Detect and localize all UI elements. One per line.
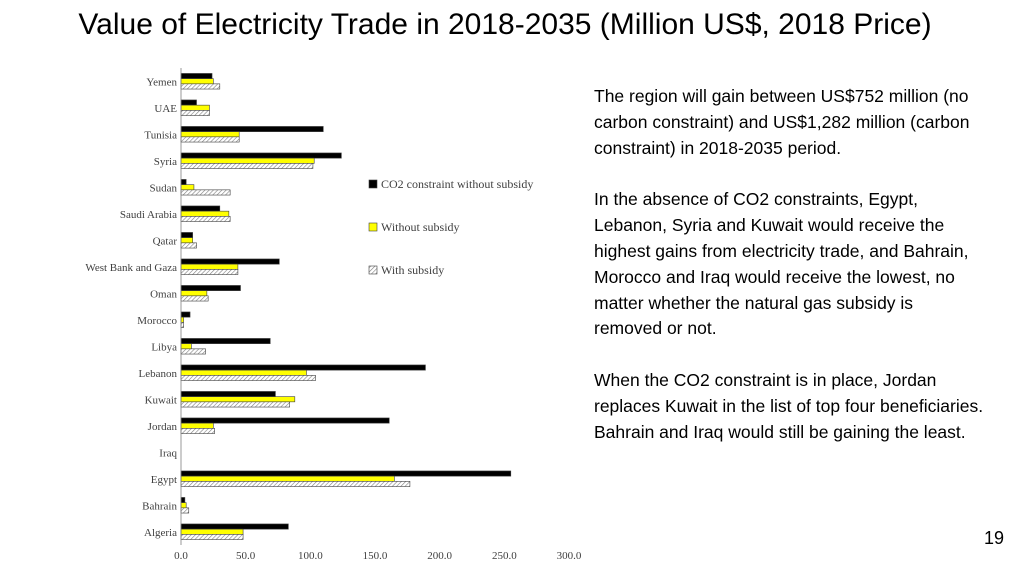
- bar-west-bank-and-gaza-series-1: [180, 258, 280, 265]
- bar-algeria-series-2: [180, 528, 244, 535]
- bar-bahrain-series-3: [180, 507, 190, 514]
- bar-libya-series-2: [180, 343, 192, 350]
- bar-jordan-series-2: [180, 422, 214, 429]
- category-label: Lebanon: [139, 368, 178, 380]
- category-label: Yemen: [146, 76, 177, 88]
- category-label: Saudi Arabia: [120, 209, 177, 221]
- category-label: West Bank and Gaza: [85, 262, 177, 274]
- summary-paragraph-2: In the absence of CO2 constraints, Egypt…: [594, 189, 969, 339]
- bar-saudi-arabia-series-1: [180, 205, 221, 212]
- legend-label-3: With subsidy: [381, 263, 444, 277]
- bar-tunisia-series-2: [180, 131, 240, 138]
- category-label: Qatar: [153, 235, 178, 247]
- x-tick-label: 100.0: [298, 550, 323, 562]
- x-tick-label: 50.0: [236, 550, 256, 562]
- category-label: Syria: [154, 156, 177, 168]
- bar-syria-series-2: [180, 157, 315, 164]
- bar-morocco-series-1: [180, 311, 191, 318]
- bar-bahrain-series-2: [180, 502, 187, 509]
- bar-yemen-series-1: [180, 73, 213, 79]
- category-label: UAE: [154, 103, 177, 115]
- legend-swatch-1: [368, 179, 378, 189]
- category-label: Libya: [151, 341, 177, 353]
- bar-syria-series-3: [180, 163, 314, 169]
- category-label: Bahrain: [142, 500, 177, 512]
- x-tick-label: 200.0: [427, 550, 452, 562]
- bar-qatar-series-2: [180, 237, 193, 244]
- bar-saudi-arabia-series-3: [180, 216, 231, 222]
- bar-egypt-series-2: [180, 475, 395, 482]
- category-label: Egypt: [151, 474, 177, 486]
- x-tick-label: 150.0: [363, 550, 388, 562]
- bar-uae-series-3: [180, 110, 210, 116]
- bar-oman-series-3: [180, 295, 209, 302]
- x-tick-label: 0.0: [174, 550, 188, 562]
- bar-west-bank-and-gaza-series-3: [180, 269, 239, 275]
- bar-algeria-series-1: [180, 523, 289, 530]
- bar-yemen-series-3: [180, 83, 221, 90]
- bar-sudan-series-3: [180, 189, 231, 196]
- legend-label-1: CO2 constraint without subsidy: [381, 177, 533, 191]
- bar-oman-series-1: [180, 285, 241, 291]
- bar-bahrain-series-1: [180, 497, 186, 503]
- bar-oman-series-2: [180, 290, 208, 297]
- summary-paragraph-1: The region will gain between US$752 mill…: [594, 86, 970, 158]
- bar-jordan-series-1: [180, 417, 390, 424]
- slide-title: Value of Electricity Trade in 2018-2035 …: [78, 8, 932, 41]
- bar-tunisia-series-3: [180, 136, 240, 143]
- bar-qatar-series-3: [180, 242, 197, 249]
- category-label: Kuwait: [145, 394, 177, 406]
- category-label: Algeria: [144, 527, 177, 539]
- bar-uae-series-1: [180, 99, 197, 106]
- bar-sudan-series-2: [180, 184, 195, 191]
- x-tick-label: 250.0: [492, 550, 517, 562]
- bar-chart: Yemen UAE Tunisia Syria Sudan Saudi Arabia Qat…: [85, 68, 582, 562]
- x-tick-label: 300.0: [557, 550, 582, 562]
- bar-egypt-series-3: [180, 481, 411, 487]
- bar-kuwait-series-2: [180, 396, 296, 403]
- bar-kuwait-series-1: [180, 391, 276, 397]
- bar-syria-series-1: [180, 152, 342, 159]
- category-label: Morocco: [137, 315, 177, 327]
- category-label: Sudan: [150, 182, 178, 194]
- category-label: Jordan: [148, 421, 178, 433]
- bar-jordan-series-3: [180, 428, 215, 434]
- bar-lebanon-series-2: [180, 369, 307, 376]
- bar-west-bank-and-gaza-series-2: [180, 263, 239, 270]
- legend-label-2: Without subsidy: [381, 220, 460, 234]
- bar-lebanon-series-3: [180, 375, 316, 381]
- bar-uae-series-2: [180, 104, 210, 111]
- bar-saudi-arabia-series-2: [180, 210, 230, 217]
- category-label: Oman: [150, 288, 177, 300]
- bar-tunisia-series-1: [180, 126, 324, 132]
- summary-text: The region will gain between US$752 mill…: [594, 84, 984, 472]
- page-number: 19: [983, 528, 1004, 548]
- bar-libya-series-1: [180, 338, 271, 344]
- summary-paragraph-3: When the CO2 constraint is in place, Jor…: [594, 370, 984, 442]
- bar-yemen-series-2: [180, 78, 214, 85]
- category-label: Iraq: [159, 447, 177, 459]
- bar-egypt-series-1: [180, 470, 512, 477]
- bar-algeria-series-3: [180, 534, 244, 540]
- bar-sudan-series-1: [180, 179, 187, 185]
- bar-lebanon-series-1: [180, 364, 426, 371]
- bar-kuwait-series-3: [180, 401, 290, 408]
- legend-swatch-2: [368, 222, 378, 232]
- bar-qatar-series-1: [180, 232, 193, 238]
- bar-libya-series-3: [180, 348, 206, 355]
- legend-swatch-3: [368, 265, 378, 275]
- category-label: Tunisia: [144, 129, 177, 141]
